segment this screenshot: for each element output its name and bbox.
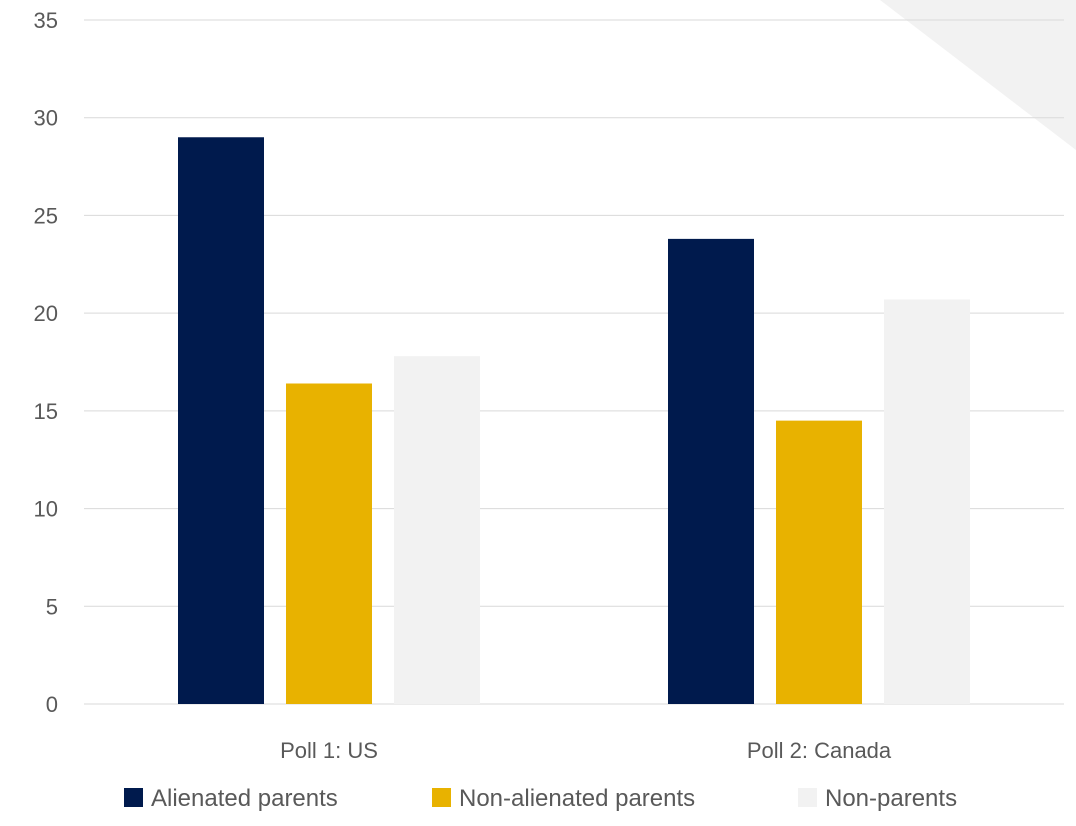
y-tick-label: 10: [34, 497, 58, 522]
x-category-label: Poll 1: US: [280, 738, 378, 763]
bar-non-parents-1: [394, 356, 480, 704]
y-tick-label: 35: [34, 8, 58, 33]
y-axis-ticks: 0 5 10 15 20 25 30 35: [34, 8, 58, 717]
legend-label: Non-parents: [825, 785, 957, 812]
y-tick-label: 25: [34, 203, 58, 228]
legend-label: Non-alienated parents: [459, 785, 695, 812]
bar-alienated-parents-2: [668, 238, 754, 704]
legend-swatch: [432, 788, 451, 807]
legend-swatch: [798, 788, 817, 807]
legend-swatch: [124, 788, 143, 807]
legend-label: Alienated parents: [151, 785, 338, 812]
y-tick-label: 15: [34, 399, 58, 424]
corner-decoration: [880, 0, 1076, 150]
y-tick-label: 5: [46, 594, 58, 619]
bars: [178, 137, 970, 704]
bar-non-parents-2: [884, 299, 970, 704]
x-category-label: Poll 2: Canada: [747, 738, 892, 763]
y-tick-label: 20: [34, 301, 58, 326]
x-axis-categories: Poll 1: US Poll 2: Canada: [280, 738, 892, 763]
legend: Alienated parents Non-alienated parents No…: [124, 785, 957, 812]
bar-non-alienated-parents-2: [776, 420, 862, 704]
bar-non-alienated-parents-1: [286, 383, 372, 704]
bar-alienated-parents-1: [178, 137, 264, 704]
y-tick-label: 30: [34, 106, 58, 131]
y-tick-label: 0: [46, 692, 58, 717]
